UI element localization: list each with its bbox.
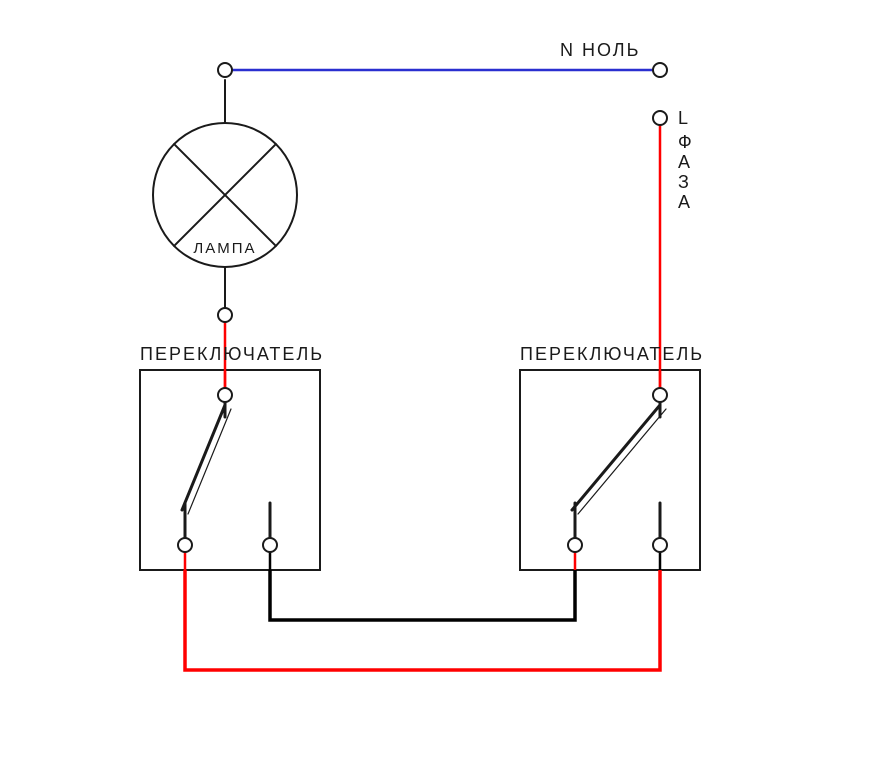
phase-label-L: L	[678, 108, 690, 128]
switch-bl-terminal-left	[178, 538, 192, 552]
switch-label-right: ПЕРЕКЛЮЧАТЕЛЬ	[520, 344, 704, 364]
switch-bl-terminal-right	[568, 538, 582, 552]
switch-top-terminal-right	[653, 388, 667, 402]
traveler-wire-b	[270, 570, 575, 620]
phase-label-char: А	[678, 192, 692, 212]
neutral-terminal-right	[653, 63, 667, 77]
switch-arm-left	[182, 405, 225, 510]
lamp-bottom-terminal	[218, 308, 232, 322]
switch-top-terminal-left	[218, 388, 232, 402]
neutral-label: N НОЛЬ	[560, 40, 640, 60]
circuit-diagram: N НОЛЬЛАМПАLФАЗАПЕРЕКЛЮЧАТЕЛЬПЕРЕКЛЮЧАТЕ…	[0, 0, 880, 768]
phase-label-char: Ф	[678, 132, 694, 152]
switch-br-terminal-right	[653, 538, 667, 552]
switch-br-terminal-left	[263, 538, 277, 552]
neutral-terminal-left	[218, 63, 232, 77]
switch-label-left: ПЕРЕКЛЮЧАТЕЛЬ	[140, 344, 324, 364]
phase-terminal-top	[653, 111, 667, 125]
lamp-label: ЛАМПА	[193, 240, 256, 257]
switch-arm-right	[572, 405, 660, 510]
phase-label-char: А	[678, 152, 692, 172]
switch-box-right	[520, 370, 700, 570]
phase-label-char: З	[678, 172, 691, 192]
